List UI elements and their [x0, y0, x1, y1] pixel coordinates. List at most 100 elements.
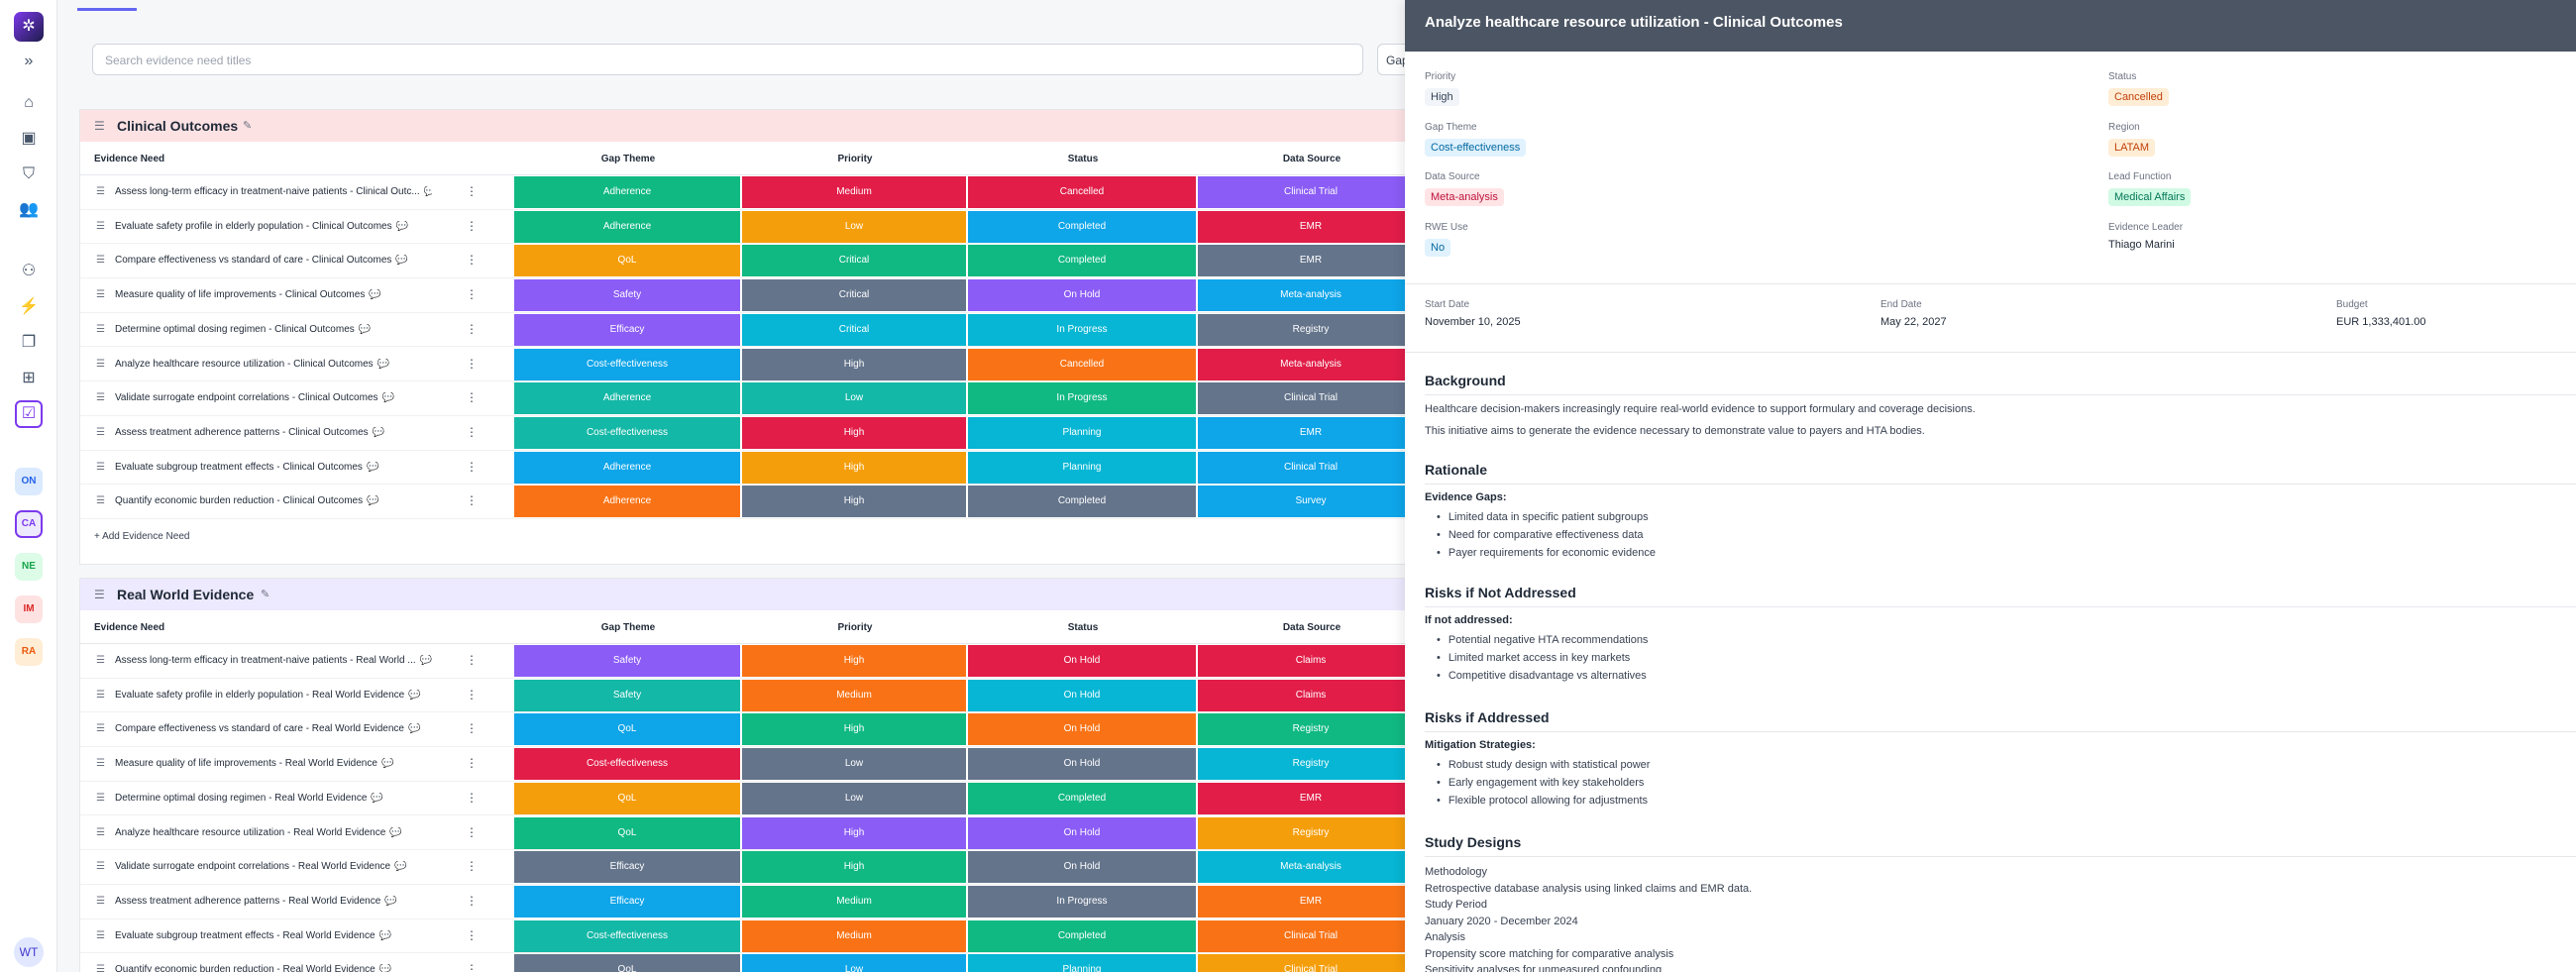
- evidence-need-title[interactable]: Validate surrogate endpoint correlations…: [115, 392, 432, 403]
- table-row[interactable]: ☰ Compare effectiveness vs standard of ca…: [80, 244, 1465, 279]
- grid-icon[interactable]: ⊞: [22, 370, 36, 386]
- bolt-icon[interactable]: ⚡: [19, 298, 39, 315]
- cell-theme[interactable]: Adherence: [514, 486, 740, 518]
- cell-status[interactable]: On Hold: [968, 748, 1196, 781]
- cell-status[interactable]: On Hold: [968, 851, 1196, 884]
- comment-icon[interactable]: 💬: [358, 323, 372, 335]
- drag-handle-icon[interactable]: ☰: [96, 426, 105, 438]
- table-row[interactable]: ☰ Assess treatment adherence patterns - C…: [80, 416, 1465, 451]
- cell-source[interactable]: Meta-analysis: [1198, 348, 1424, 380]
- workspace-chip-ne[interactable]: NE: [15, 553, 43, 581]
- table-row[interactable]: ☰ Analyze healthcare resource utilization…: [80, 816, 1465, 851]
- user-avatar[interactable]: WT: [14, 937, 44, 967]
- evidence-need-title[interactable]: Compare effectiveness vs standard of car…: [115, 723, 432, 734]
- evidence-need-title[interactable]: Determine optimal dosing regimen - Real …: [115, 793, 432, 804]
- drag-handle-icon[interactable]: ☰: [96, 792, 105, 804]
- evidence-need-title[interactable]: Assess treatment adherence patterns - Cl…: [115, 427, 432, 438]
- row-menu-icon[interactable]: ⋮: [466, 184, 478, 198]
- drag-handle-icon[interactable]: ☰: [96, 289, 105, 301]
- cell-theme[interactable]: Safety: [514, 645, 740, 677]
- cell-priority[interactable]: Medium: [742, 919, 966, 952]
- cell-theme[interactable]: QoL: [514, 782, 740, 814]
- cell-priority[interactable]: Medium: [742, 679, 966, 711]
- search-input[interactable]: [105, 54, 1350, 67]
- table-row[interactable]: ☰ Evaluate safety profile in elderly popu…: [80, 210, 1465, 245]
- table-row[interactable]: ☰ Assess long-term efficacy in treatment-…: [80, 175, 1465, 210]
- comment-icon[interactable]: 💬: [378, 929, 392, 941]
- cell-status[interactable]: Completed: [968, 486, 1196, 518]
- comment-icon[interactable]: 💬: [376, 358, 390, 370]
- evidence-need-title[interactable]: Validate surrogate endpoint correlations…: [115, 861, 432, 872]
- workspace-chip-ra[interactable]: RA: [15, 638, 43, 666]
- cell-source[interactable]: EMR: [1198, 245, 1424, 277]
- evidence-need-title[interactable]: Quantify economic burden reduction - Rea…: [115, 964, 432, 972]
- comment-icon[interactable]: 💬: [389, 826, 402, 838]
- drag-handle-icon[interactable]: ☰: [96, 220, 105, 232]
- cell-theme[interactable]: Safety: [514, 279, 740, 312]
- cell-status[interactable]: Cancelled: [968, 176, 1196, 208]
- drag-handle-icon[interactable]: ☰: [96, 689, 105, 701]
- row-menu-icon[interactable]: ⋮: [466, 824, 478, 839]
- drag-handle-icon[interactable]: ☰: [94, 588, 105, 601]
- cell-status[interactable]: In Progress: [968, 313, 1196, 346]
- cell-source[interactable]: Registry: [1198, 713, 1424, 746]
- drag-handle-icon[interactable]: ☰: [96, 323, 105, 335]
- table-row[interactable]: ☰ Validate surrogate endpoint correlation…: [80, 381, 1465, 416]
- cell-source[interactable]: Survey: [1198, 486, 1424, 518]
- table-row[interactable]: ☰ Evaluate subgroup treatment effects - R…: [80, 919, 1465, 954]
- comment-icon[interactable]: 💬: [408, 689, 421, 701]
- drag-handle-icon[interactable]: ☰: [96, 461, 105, 473]
- evidence-need-title[interactable]: Measure quality of life improvements - C…: [115, 289, 432, 300]
- cell-source[interactable]: EMR: [1198, 416, 1424, 449]
- cell-priority[interactable]: High: [742, 451, 966, 484]
- row-menu-icon[interactable]: ⋮: [466, 893, 478, 908]
- table-row[interactable]: ☰ Evaluate safety profile in elderly popu…: [80, 679, 1465, 713]
- cell-source[interactable]: Registry: [1198, 313, 1424, 346]
- cell-status[interactable]: In Progress: [968, 382, 1196, 415]
- drag-handle-icon[interactable]: ☰: [96, 964, 105, 972]
- cell-theme[interactable]: Cost-effectiveness: [514, 748, 740, 781]
- cell-theme[interactable]: Efficacy: [514, 851, 740, 884]
- cell-theme[interactable]: Safety: [514, 679, 740, 711]
- comment-icon[interactable]: 💬: [395, 220, 409, 232]
- edit-icon[interactable]: ✎: [261, 589, 270, 600]
- comment-icon[interactable]: 💬: [381, 392, 394, 404]
- row-menu-icon[interactable]: ⋮: [466, 424, 478, 439]
- row-menu-icon[interactable]: ⋮: [466, 790, 478, 805]
- cell-source[interactable]: EMR: [1198, 885, 1424, 918]
- row-menu-icon[interactable]: ⋮: [466, 653, 478, 667]
- workspace-chip-im[interactable]: IM: [15, 595, 43, 623]
- cell-priority[interactable]: High: [742, 851, 966, 884]
- shield-icon[interactable]: ⛉: [22, 165, 35, 182]
- row-menu-icon[interactable]: ⋮: [466, 390, 478, 405]
- users-icon[interactable]: 👥: [19, 201, 39, 218]
- evidence-need-title[interactable]: Analyze healthcare resource utilization …: [115, 359, 432, 370]
- row-menu-icon[interactable]: ⋮: [466, 287, 478, 302]
- comment-icon[interactable]: 💬: [380, 758, 394, 770]
- table-row[interactable]: ☰ Analyze healthcare resource utilization…: [80, 348, 1465, 382]
- cell-theme[interactable]: Cost-effectiveness: [514, 348, 740, 380]
- row-menu-icon[interactable]: ⋮: [466, 218, 478, 233]
- table-row[interactable]: ☰ Compare effectiveness vs standard of ca…: [80, 712, 1465, 748]
- drag-handle-icon[interactable]: ☰: [94, 119, 105, 133]
- table-row[interactable]: ☰ Evaluate subgroup treatment effects - C…: [80, 451, 1465, 486]
- cell-theme[interactable]: QoL: [514, 816, 740, 849]
- cell-theme[interactable]: QoL: [514, 245, 740, 277]
- cell-priority[interactable]: Critical: [742, 245, 966, 277]
- row-menu-icon[interactable]: ⋮: [466, 493, 478, 508]
- evidence-need-title[interactable]: Evaluate safety profile in elderly popul…: [115, 221, 432, 232]
- search-box[interactable]: [92, 44, 1363, 75]
- cell-source[interactable]: Clinical Trial: [1198, 176, 1424, 208]
- cell-status[interactable]: Completed: [968, 919, 1196, 952]
- cell-theme[interactable]: Efficacy: [514, 313, 740, 346]
- drag-handle-icon[interactable]: ☰: [96, 929, 105, 941]
- cell-status[interactable]: Cancelled: [968, 348, 1196, 380]
- drag-handle-icon[interactable]: ☰: [96, 723, 105, 735]
- row-menu-icon[interactable]: ⋮: [466, 459, 478, 474]
- comment-icon[interactable]: 💬: [369, 289, 381, 301]
- table-row[interactable]: ☰ Determine optimal dosing regimen - Real…: [80, 782, 1465, 816]
- cell-theme[interactable]: Cost-effectiveness: [514, 919, 740, 952]
- workspace-chip-on[interactable]: ON: [15, 468, 43, 495]
- table-row[interactable]: ☰ Assess long-term efficacy in treatment-…: [80, 644, 1465, 679]
- cell-source[interactable]: Clinical Trial: [1198, 451, 1424, 484]
